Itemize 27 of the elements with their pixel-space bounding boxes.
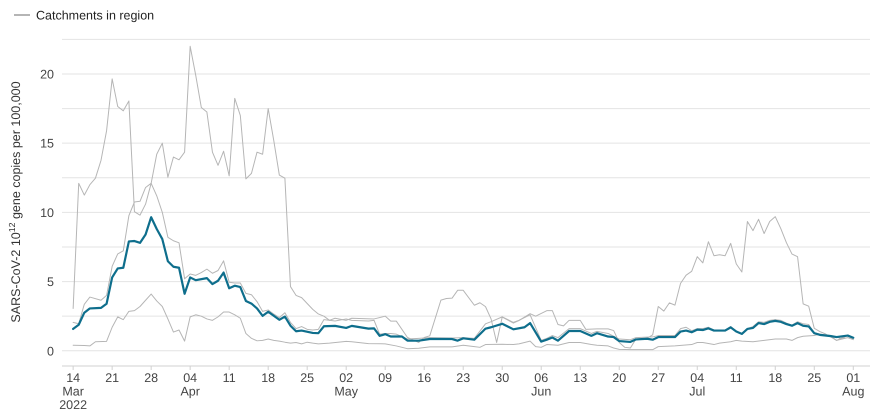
x-tick-label: 30	[495, 371, 510, 385]
x-tick-label: 06 Jun	[531, 371, 552, 398]
y-tick-label: 10	[40, 206, 54, 220]
x-tick-label: 14 Mar 2022	[59, 371, 88, 412]
x-tick-label: 11	[730, 371, 743, 385]
x-tick-label: 18	[261, 371, 276, 385]
x-tick-label: 21	[105, 371, 120, 385]
x-tick-label: 13	[573, 371, 588, 385]
y-tick-label: 5	[47, 275, 54, 290]
x-tick-label: 20	[612, 371, 626, 385]
x-tick-label: 25	[807, 371, 822, 385]
x-tick-label: 16	[417, 371, 432, 385]
x-tick-label: 09	[378, 371, 392, 385]
x-tick-label: 04 Apr	[180, 371, 200, 398]
x-tick-label: 04 Jul	[689, 371, 706, 398]
x-tick-label: 25	[300, 371, 314, 385]
y-tick-label: 0	[47, 344, 54, 358]
x-tick-label: 23	[456, 371, 470, 385]
x-tick-label: 02 May	[334, 371, 359, 398]
x-tick-label: 28	[144, 371, 158, 385]
y-tick-label: 20	[40, 67, 54, 82]
legend-label: Catchments in region	[36, 8, 154, 22]
x-tick-label: 11	[222, 371, 236, 385]
x-tick-label: 27	[651, 371, 666, 385]
x-tick-label: 01 Aug	[842, 371, 864, 398]
x-tick-label: 18	[768, 371, 782, 385]
y-tick-label: 15	[40, 136, 54, 151]
